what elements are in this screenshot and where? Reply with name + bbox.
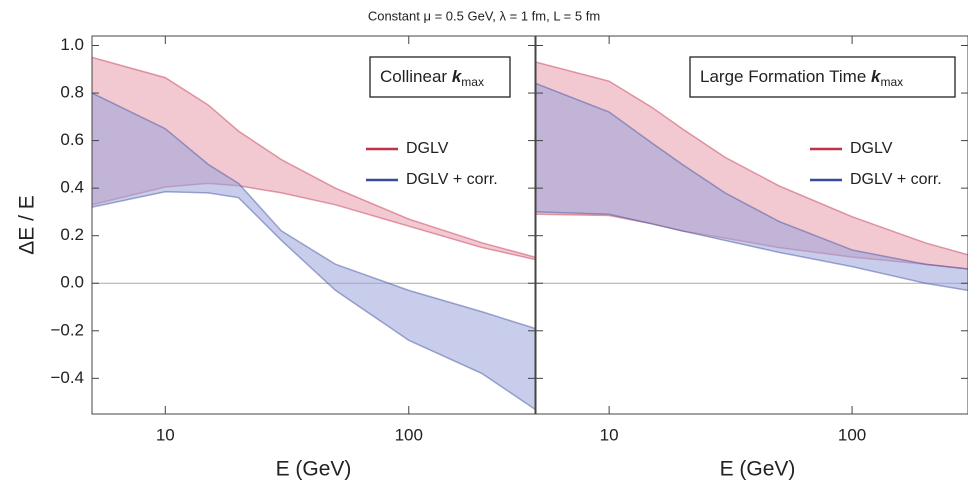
x-tick-label: 100 <box>838 425 866 444</box>
plot-frame <box>91 35 536 415</box>
annotation-text: Large Formation Time <box>700 67 871 86</box>
x-tick-label: 10 <box>600 425 619 444</box>
legend-label: DGLV + corr. <box>850 171 942 188</box>
legend-label: DGLV + corr. <box>406 171 498 188</box>
annotation-subscript: max <box>461 75 484 89</box>
legend-label: DGLV <box>406 140 449 157</box>
band-edge <box>92 56 535 258</box>
annotation-text: Collinear <box>380 67 452 86</box>
plot-frame <box>535 35 968 415</box>
annotation-box <box>369 56 511 98</box>
y-tick-label: 0.2 <box>60 225 84 244</box>
x-axis-title: E (GeV) <box>720 458 796 481</box>
band-edge <box>92 190 535 410</box>
y-tick-label: 0.8 <box>60 83 84 102</box>
band-area <box>92 57 535 260</box>
y-tick-label: 0.0 <box>60 273 84 292</box>
band-area <box>536 83 968 291</box>
annotation: Collinear kmax <box>380 67 484 89</box>
y-axis-title: ΔE / E <box>16 195 39 255</box>
plot-area <box>536 61 968 292</box>
y-tick-label: −0.2 <box>50 320 84 339</box>
y-tick-label: 0.4 <box>60 178 84 197</box>
y-tick-label: −0.4 <box>50 368 84 387</box>
annotation: Large Formation Time kmax <box>700 67 903 89</box>
band-edge <box>536 211 968 292</box>
annotation-box <box>689 56 956 98</box>
y-tick-label: 0.6 <box>60 130 84 149</box>
annotation-subscript: max <box>880 75 903 89</box>
band-edge <box>536 61 968 256</box>
band-edge <box>536 82 968 270</box>
x-axis-title: E (GeV) <box>276 458 352 481</box>
y-tick-label: 1.0 <box>60 35 84 54</box>
legend-label: DGLV <box>850 140 893 157</box>
x-tick-label: 10 <box>156 425 175 444</box>
annotation-symbol: k <box>871 67 882 86</box>
band-edge <box>92 92 535 330</box>
annotation-symbol: k <box>452 67 463 86</box>
band-area <box>92 93 535 410</box>
figure-title: Constant μ = 0.5 GeV, λ = 1 fm, L = 5 fm <box>368 8 600 23</box>
x-tick-label: 100 <box>395 425 423 444</box>
plot-area <box>92 56 535 410</box>
